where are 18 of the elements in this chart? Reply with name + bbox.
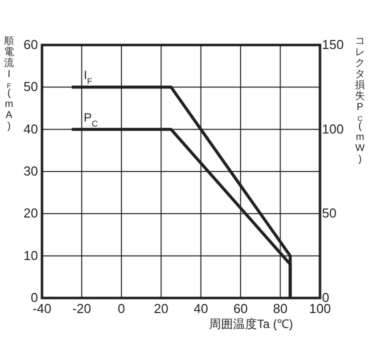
y2-tick-label: 50 [322,206,336,221]
x-tick-label: 0 [118,301,126,316]
y-tick-label: 50 [24,79,38,94]
x-tick-label: 80 [273,301,288,316]
x-tick-label: -20 [72,301,92,316]
y2-tick-label: 150 [322,37,344,52]
x-tick-label: 20 [154,301,168,316]
x-axis-title: 周囲温度Ta (℃) [209,317,294,331]
y-tick-label: 20 [24,206,38,221]
x-tick-label: 40 [194,301,208,316]
series-label: P$_{C}$ [84,110,98,128]
x-tick-label: 60 [233,301,248,316]
y-tick-label: 40 [24,121,38,136]
y-tick-label: 10 [24,248,38,263]
series-label: I$_{F}$ [84,68,92,86]
y-tick-label: 30 [24,164,38,178]
y-tick-label: 60 [24,37,38,52]
y2-tick-label: 100 [322,121,344,136]
